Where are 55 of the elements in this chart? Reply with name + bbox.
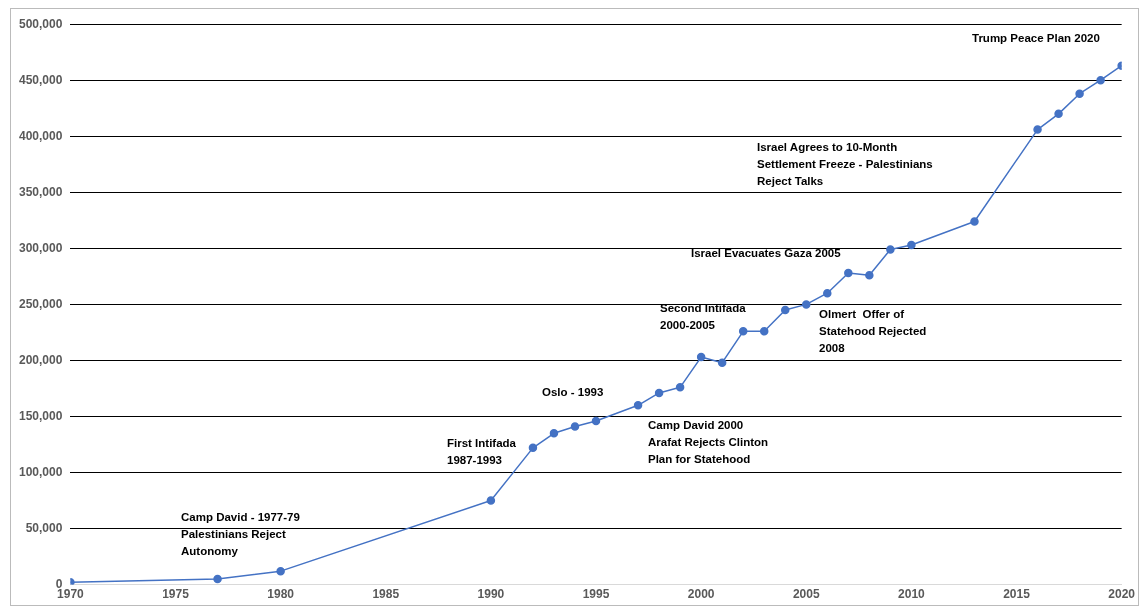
point — [696, 352, 706, 362]
annotation: Israel Agrees to 10-Month Settlement Freeze - Palestinians Reject Talks — [757, 140, 933, 187]
x-tick-label: 2010 — [898, 587, 926, 602]
x-tick-label: 2005 — [792, 587, 820, 602]
x-tick-label: 2000 — [687, 587, 715, 602]
y-tick-label: 350,000 — [18, 184, 63, 199]
point — [907, 240, 916, 250]
point — [549, 429, 559, 438]
point — [486, 496, 496, 505]
point — [1033, 125, 1042, 134]
point — [1096, 75, 1105, 85]
point — [213, 574, 222, 584]
point — [570, 422, 580, 431]
point — [759, 327, 769, 336]
annotation: Camp David 2000 Arafat Rejects Clinton Plan for Statehood — [648, 418, 769, 465]
point — [717, 358, 727, 367]
annotation: Israel Evacuates Gaza 2005 — [691, 246, 842, 259]
annotation: Trump Peace Plan 2020 — [972, 31, 1100, 44]
point — [780, 305, 790, 315]
point — [886, 245, 895, 254]
x-tick-label: 1990 — [477, 587, 505, 602]
annotation: Second Intifada 2000-2005 — [660, 301, 747, 331]
point — [276, 566, 285, 576]
point — [738, 327, 748, 336]
annotation: First Intifada 1987-1993 — [447, 436, 517, 466]
x-tick-label: 1995 — [582, 587, 610, 602]
y-tick-label: 250,000 — [18, 296, 63, 311]
point — [865, 271, 874, 280]
point — [633, 401, 643, 410]
x-tick-label: 2020 — [1108, 587, 1136, 602]
point — [1054, 109, 1063, 119]
x-tick-label: 2015 — [1003, 587, 1031, 602]
annotation: Olmert Offer of Statehood Rejected 2008 — [819, 307, 927, 354]
x-tick-label: 1985 — [372, 587, 400, 602]
y-tick-label: 400,000 — [18, 128, 63, 143]
x-tick-label: 1980 — [267, 587, 295, 602]
point — [591, 416, 601, 426]
annotation: Camp David - 1977-79 Palestinians Reject Autonomy — [181, 510, 300, 557]
point — [675, 383, 685, 392]
point — [802, 300, 811, 309]
y-tick-label: 450,000 — [18, 72, 63, 87]
y-tick-label: 500,000 — [18, 16, 63, 31]
point — [1075, 89, 1084, 98]
y-tick-label: 300,000 — [18, 240, 63, 255]
point — [823, 288, 832, 298]
y-tick-label: 50,000 — [25, 520, 63, 535]
point — [970, 217, 979, 226]
x-tick-label: 1975 — [162, 587, 190, 602]
y-tick-label: 200,000 — [18, 352, 63, 367]
point — [528, 443, 538, 453]
point — [654, 388, 664, 398]
annotation: Oslo - 1993 — [542, 385, 604, 398]
y-tick-label: 150,000 — [18, 408, 63, 423]
y-tick-label: 100,000 — [18, 464, 63, 479]
point — [844, 268, 853, 278]
